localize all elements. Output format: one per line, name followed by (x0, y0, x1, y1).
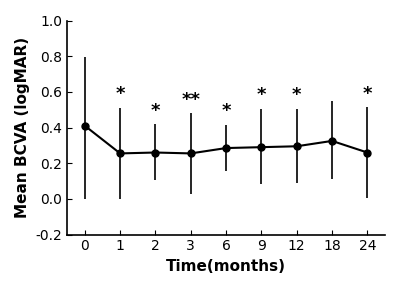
Text: *: * (151, 101, 160, 120)
Text: *: * (115, 86, 125, 103)
Text: *: * (221, 102, 231, 121)
Text: *: * (257, 86, 266, 104)
Text: *: * (292, 86, 302, 104)
Text: *: * (362, 85, 372, 103)
Text: **: ** (181, 91, 200, 109)
Y-axis label: Mean BCVA (logMAR): Mean BCVA (logMAR) (15, 37, 30, 218)
X-axis label: Time(months): Time(months) (166, 259, 286, 274)
